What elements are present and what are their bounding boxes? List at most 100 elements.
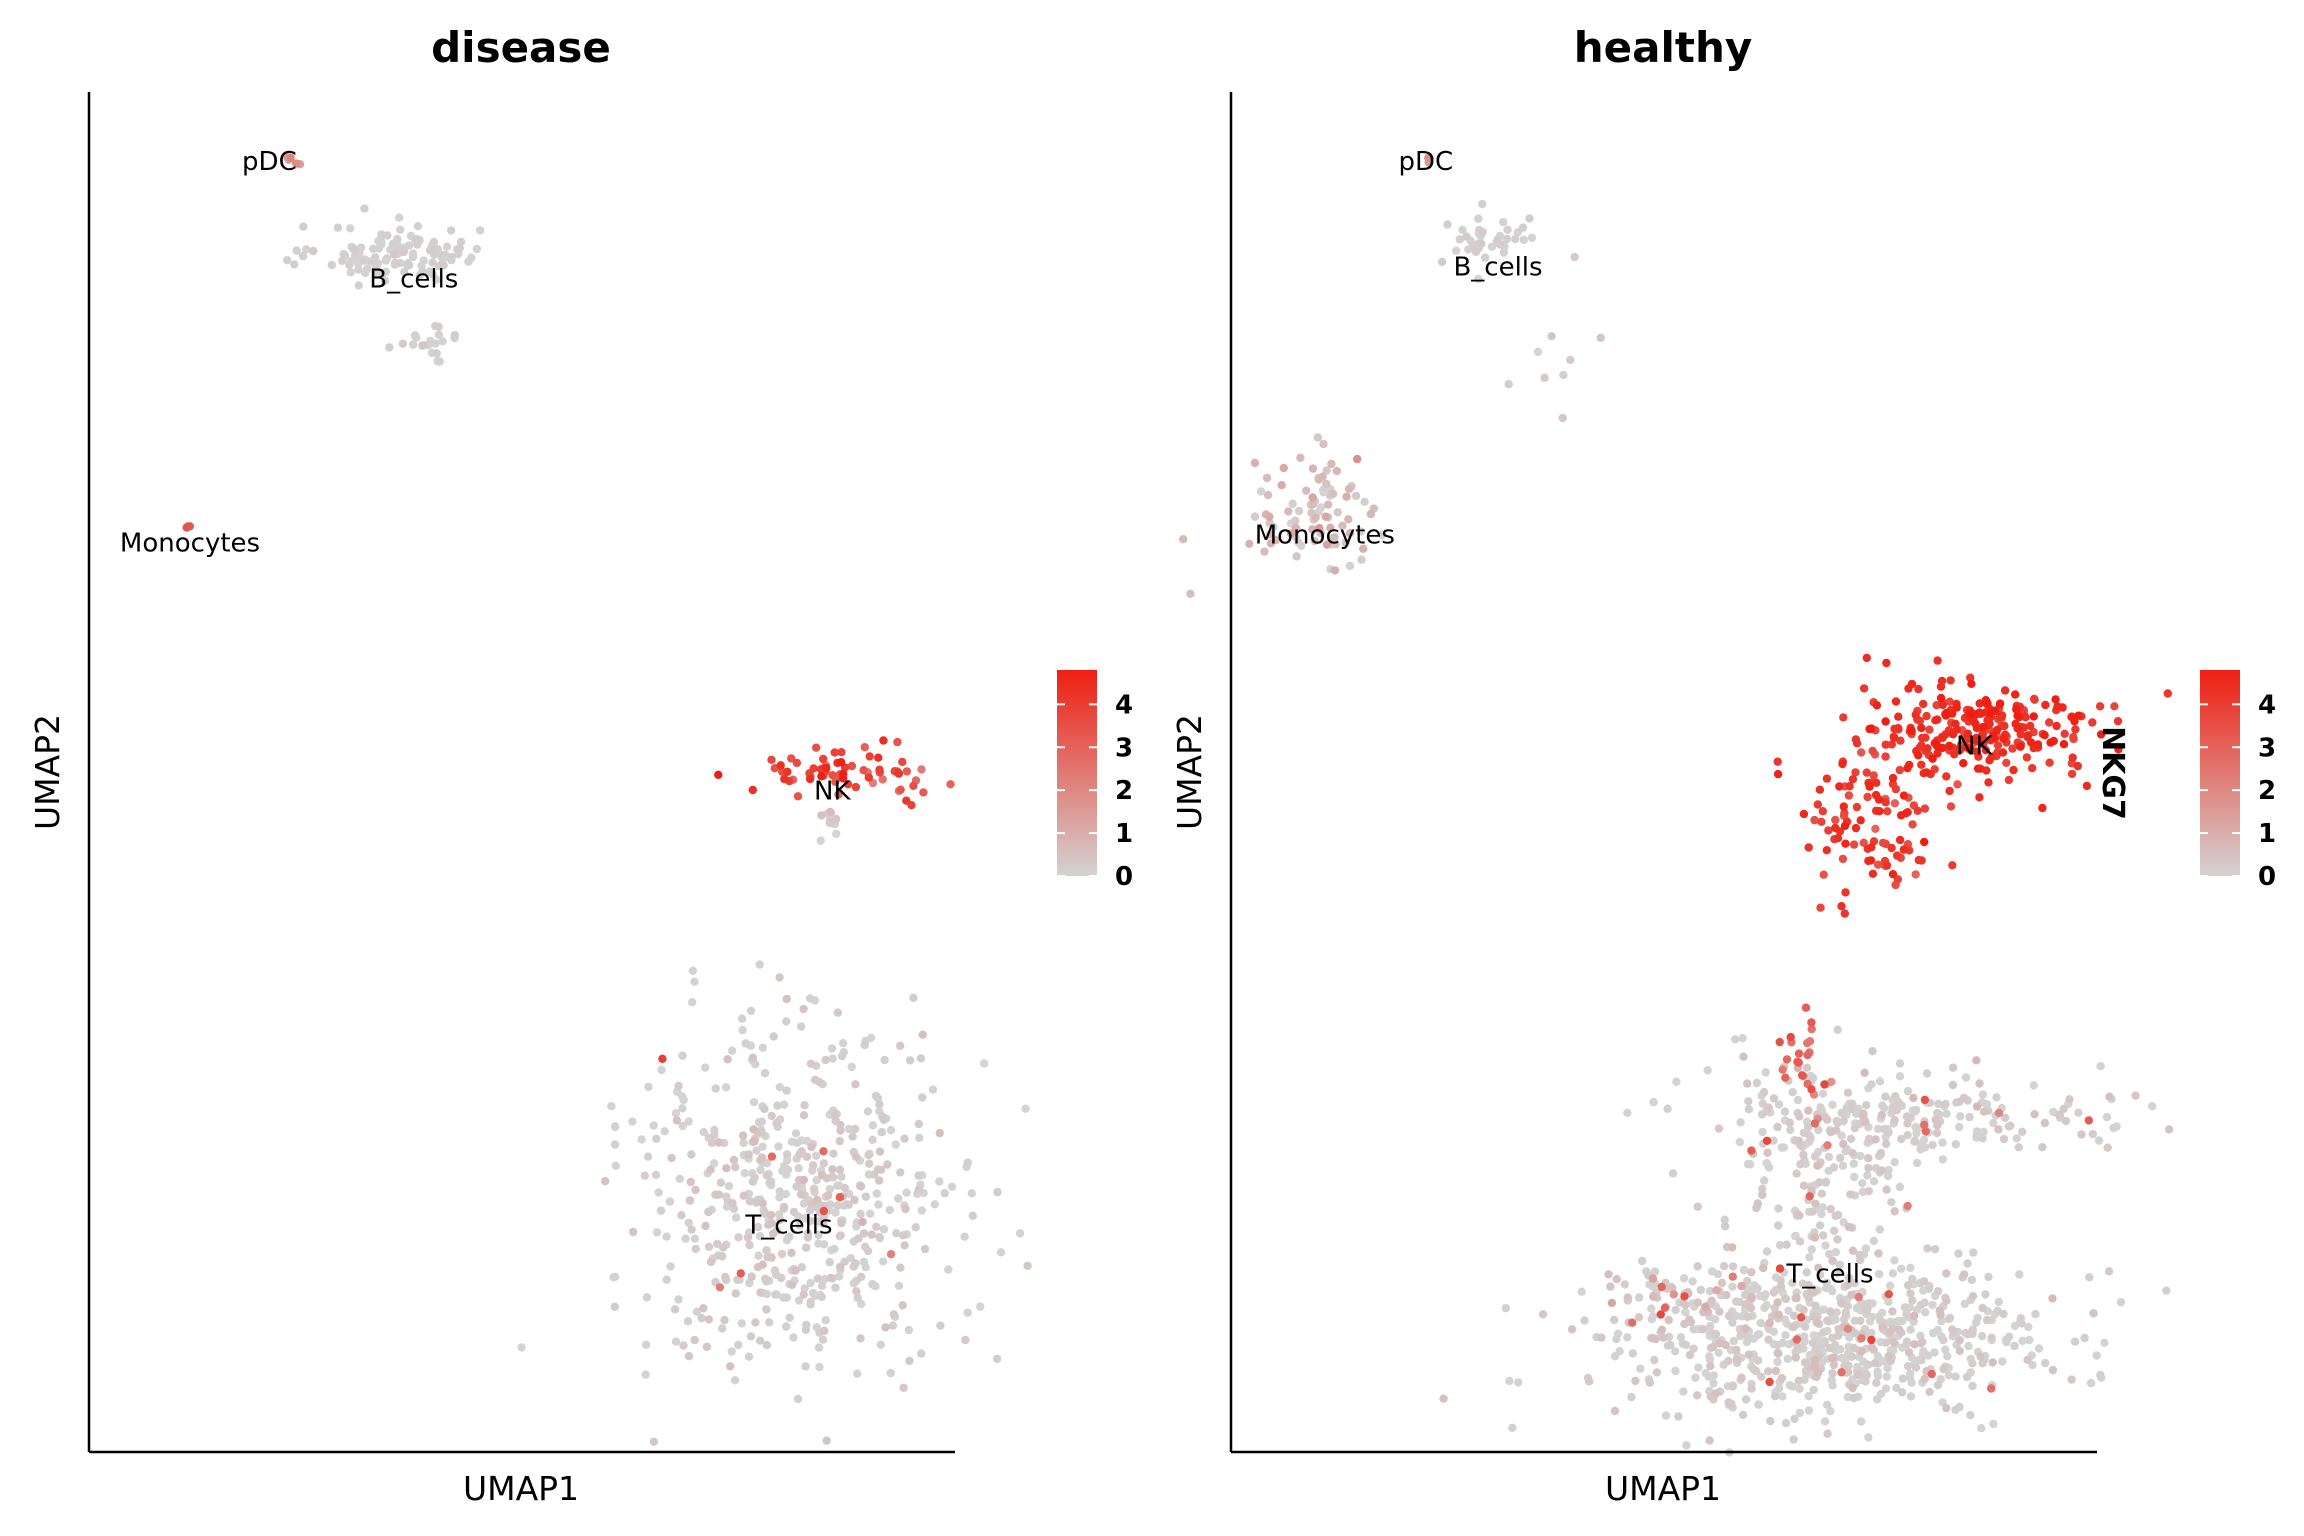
- cell-point: [1877, 1166, 1886, 1175]
- cell-point: [746, 1332, 756, 1341]
- cell-point: [1711, 1389, 1720, 1398]
- cell-point: [814, 1343, 824, 1352]
- cell-point: [1671, 1366, 1680, 1376]
- cell-point: [1799, 1150, 1808, 1159]
- cell-point: [1897, 1264, 1906, 1274]
- cell-point: [1960, 1299, 1970, 1309]
- cell-point: [1937, 1317, 1946, 1326]
- cell-point: [1884, 1297, 1893, 1306]
- cell-point: [1916, 1339, 1926, 1348]
- cell-point: [390, 258, 400, 268]
- cell-point: [1631, 1376, 1640, 1386]
- cell-point: [802, 1152, 812, 1162]
- cell-point: [1943, 1352, 1952, 1361]
- cell-point: [1875, 1225, 1885, 1234]
- cell-point: [716, 1178, 726, 1187]
- cell-point: [2017, 1319, 2026, 1328]
- cell-point: [2045, 758, 2054, 767]
- cell-point: [1669, 1290, 1679, 1299]
- colorbar-tick-label: 2: [1115, 776, 1133, 806]
- cell-point: [1832, 1116, 1842, 1126]
- cell-point: [2080, 1333, 2089, 1343]
- cell-point: [1740, 1290, 1750, 1300]
- cell-point: [2073, 761, 2082, 771]
- cell-point: [1656, 1310, 1666, 1319]
- cell-point: [411, 235, 420, 245]
- cell-point: [1963, 729, 1973, 738]
- cell-point: [1503, 225, 1512, 234]
- cell-point: [699, 1304, 708, 1313]
- cell-point: [883, 1160, 892, 1169]
- cell-point: [1693, 1262, 1702, 1271]
- cell-point: [1864, 1360, 1873, 1369]
- cell-point: [1800, 1337, 1809, 1346]
- cell-point: [1920, 1120, 1929, 1130]
- cell-point: [1862, 653, 1872, 663]
- cell-point: [1837, 1131, 1846, 1140]
- cell-point: [770, 1266, 780, 1275]
- cell-point: [1843, 1324, 1853, 1333]
- cell-point: [1999, 734, 2008, 743]
- cell-point: [1890, 1318, 1899, 1327]
- cell-point: [1841, 888, 1850, 897]
- cell-point: [1871, 824, 1880, 833]
- cell-point: [753, 1222, 763, 1232]
- cell-point: [1818, 1203, 1827, 1212]
- cell-point: [1742, 1276, 1752, 1286]
- cell-point: [1487, 242, 1497, 251]
- cell-point: [1831, 823, 1840, 833]
- cell-point: [1978, 722, 1988, 732]
- cell-point: [1902, 1309, 1911, 1319]
- cell-point: [684, 1117, 693, 1126]
- cell-point: [1650, 1267, 1660, 1276]
- cell-point: [1680, 1292, 1689, 1301]
- cell-point: [905, 1056, 915, 1065]
- cell-point: [1782, 1240, 1791, 1249]
- cell-point: [1955, 745, 1965, 755]
- cell-point: [1946, 802, 1956, 811]
- cell-point: [410, 331, 420, 340]
- cell-point: [902, 796, 911, 805]
- cell-point: [1685, 1350, 1695, 1360]
- cell-point: [860, 1040, 869, 1050]
- cell-point: [993, 1187, 1002, 1197]
- cell-point: [1897, 1134, 1906, 1144]
- cell-point: [1780, 1315, 1790, 1324]
- cell-point: [1881, 717, 1890, 726]
- cell-point: [1819, 1231, 1828, 1240]
- cell-point: [455, 244, 464, 253]
- cell-point: [793, 1394, 803, 1404]
- cell-point: [1948, 730, 1958, 739]
- cell-point: [354, 281, 363, 290]
- cell-point: [1792, 1169, 1801, 1178]
- cell-point: [2068, 753, 2077, 762]
- cell-point: [1612, 1335, 1621, 1344]
- cell-point: [710, 1131, 719, 1140]
- cell-point: [863, 1107, 873, 1116]
- cell-point: [2014, 1143, 2024, 1152]
- cell-point: [1900, 1303, 1910, 1312]
- cell-point: [838, 774, 848, 783]
- cell-point: [1664, 1315, 1673, 1325]
- cell-point: [808, 1161, 818, 1170]
- cell-point: [889, 1310, 899, 1319]
- cell-point: [856, 1272, 866, 1282]
- cell-point: [1872, 701, 1882, 710]
- cell-point: [1846, 1134, 1856, 1144]
- cell-point: [1978, 1303, 1987, 1313]
- cell-point: [1781, 1331, 1790, 1340]
- cell-point: [1910, 1136, 1920, 1145]
- cell-point: [917, 1206, 926, 1215]
- cell-point: [1771, 1366, 1781, 1376]
- cell-point: [1837, 1108, 1846, 1118]
- cell-point: [1186, 589, 1195, 598]
- cell-point: [2041, 1358, 2050, 1368]
- cell-point: [828, 1054, 837, 1063]
- cell-point: [684, 1218, 693, 1228]
- cell-point: [1794, 1136, 1804, 1146]
- cell-point: [737, 1319, 746, 1328]
- cell-point: [886, 1250, 896, 1259]
- cell-point: [1851, 823, 1861, 833]
- cluster-label-b-cells: B_cells: [369, 265, 458, 295]
- cell-point: [817, 1281, 827, 1290]
